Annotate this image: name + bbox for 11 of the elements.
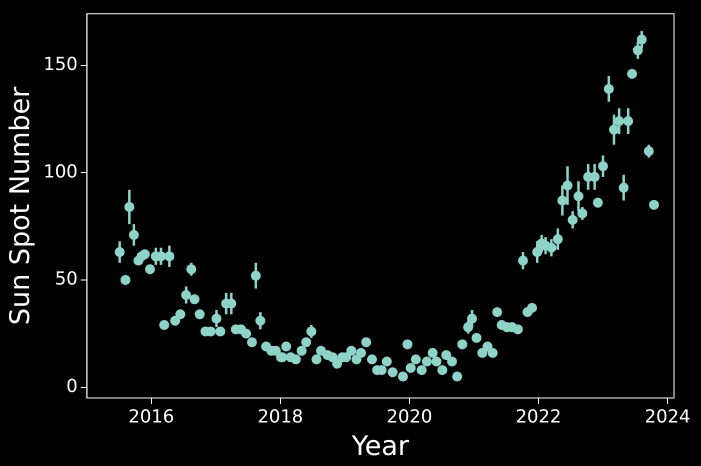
x-tick-label: 2022: [516, 406, 562, 428]
x-axis-title: Year: [350, 430, 410, 462]
y-tick-label: 150: [43, 54, 78, 75]
y-axis-title: Sun Spot Number: [5, 86, 36, 326]
y-tick-label: 100: [43, 161, 78, 182]
y-tick-label: 50: [54, 268, 78, 290]
y-tick-label: 0: [66, 376, 78, 397]
x-tick-label: 2016: [128, 406, 174, 428]
x-tick-label: 2024: [644, 406, 690, 428]
x-tick-label: 2018: [257, 406, 304, 428]
x-tick-label: 2020: [386, 406, 432, 428]
